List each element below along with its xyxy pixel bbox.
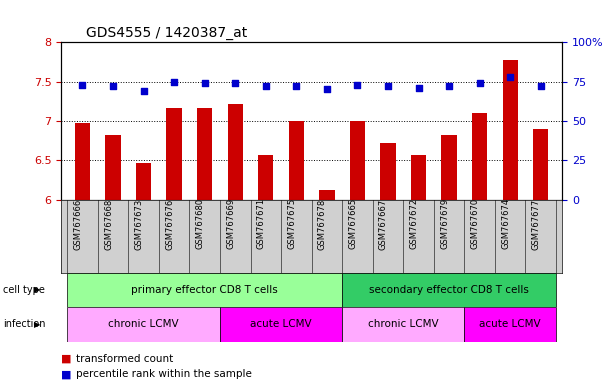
Text: cell type: cell type <box>3 285 45 295</box>
Bar <box>67 307 220 342</box>
Bar <box>75 123 90 200</box>
Text: primary effector CD8 T cells: primary effector CD8 T cells <box>131 285 278 295</box>
Bar <box>289 121 304 200</box>
Bar <box>442 135 457 200</box>
Text: secondary effector CD8 T cells: secondary effector CD8 T cells <box>369 285 529 295</box>
Bar <box>502 60 518 200</box>
Point <box>383 83 393 89</box>
Point <box>200 80 210 86</box>
Bar <box>464 307 556 342</box>
Bar <box>197 108 213 200</box>
Point <box>169 79 179 85</box>
Bar <box>342 273 556 307</box>
Point <box>322 86 332 93</box>
Bar <box>533 129 549 200</box>
Bar <box>258 155 273 200</box>
Bar <box>220 307 342 342</box>
Text: ■: ■ <box>61 354 71 364</box>
Text: ▶: ▶ <box>34 285 40 295</box>
Bar <box>472 113 488 200</box>
Point <box>414 85 423 91</box>
Point <box>291 83 301 89</box>
Point <box>444 83 454 89</box>
Bar <box>228 104 243 200</box>
Text: percentile rank within the sample: percentile rank within the sample <box>76 369 252 379</box>
Point <box>139 88 148 94</box>
Bar <box>342 307 464 342</box>
Point <box>108 83 118 89</box>
Bar <box>136 164 152 200</box>
Point <box>230 80 240 86</box>
Bar <box>380 143 396 200</box>
Bar <box>67 273 342 307</box>
Bar <box>411 155 426 200</box>
Point <box>505 74 515 80</box>
Text: chronic LCMV: chronic LCMV <box>108 319 179 329</box>
Bar <box>349 121 365 200</box>
Bar <box>320 190 335 200</box>
Bar <box>106 135 121 200</box>
Bar <box>166 108 182 200</box>
Text: ▶: ▶ <box>34 320 40 329</box>
Point <box>78 82 87 88</box>
Text: acute LCMV: acute LCMV <box>480 319 541 329</box>
Point <box>353 82 362 88</box>
Text: GDS4555 / 1420387_at: GDS4555 / 1420387_at <box>86 26 247 40</box>
Text: infection: infection <box>3 319 46 329</box>
Point <box>536 83 546 89</box>
Point <box>261 83 271 89</box>
Text: chronic LCMV: chronic LCMV <box>368 319 439 329</box>
Text: acute LCMV: acute LCMV <box>251 319 312 329</box>
Text: ■: ■ <box>61 369 71 379</box>
Point <box>475 80 485 86</box>
Text: transformed count: transformed count <box>76 354 174 364</box>
